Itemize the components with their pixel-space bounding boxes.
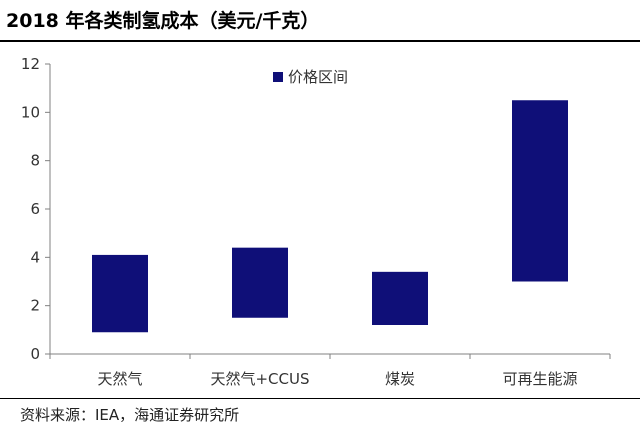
y-tick-label: 10 <box>21 103 40 121</box>
y-tick-label: 12 <box>21 55 40 73</box>
y-tick-label: 2 <box>30 297 40 315</box>
range-bar <box>372 271 428 325</box>
y-tick-label: 0 <box>30 345 40 363</box>
range-bar <box>232 247 288 318</box>
x-category-label: 天然气+CCUS <box>210 370 309 388</box>
source-note: 资料来源：IEA，海通证券研究所 <box>20 406 240 424</box>
x-category-label: 天然气 <box>97 370 142 388</box>
range-bar <box>512 100 568 282</box>
footer-divider <box>0 398 640 399</box>
y-tick-label: 6 <box>30 200 40 218</box>
x-category-label: 煤炭 <box>385 370 415 388</box>
x-category-label: 可再生能源 <box>502 370 577 388</box>
y-tick-label: 4 <box>30 248 40 266</box>
chart-title: 2018 年各类制氢成本（美元/千克） <box>6 10 320 32</box>
range-bar <box>92 254 148 333</box>
legend-label: 价格区间 <box>288 68 348 86</box>
range-bar-chart: 0 2 4 6 8 10 12 天然气 天然气+CCUS 煤炭 可再生能源 价格区间 <box>21 55 611 388</box>
title-divider <box>0 40 640 42</box>
legend-swatch <box>273 72 283 82</box>
y-tick-label: 8 <box>30 152 40 170</box>
